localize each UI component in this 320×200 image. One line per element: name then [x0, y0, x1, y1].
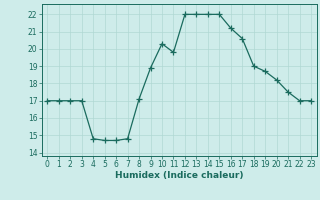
- X-axis label: Humidex (Indice chaleur): Humidex (Indice chaleur): [115, 171, 244, 180]
